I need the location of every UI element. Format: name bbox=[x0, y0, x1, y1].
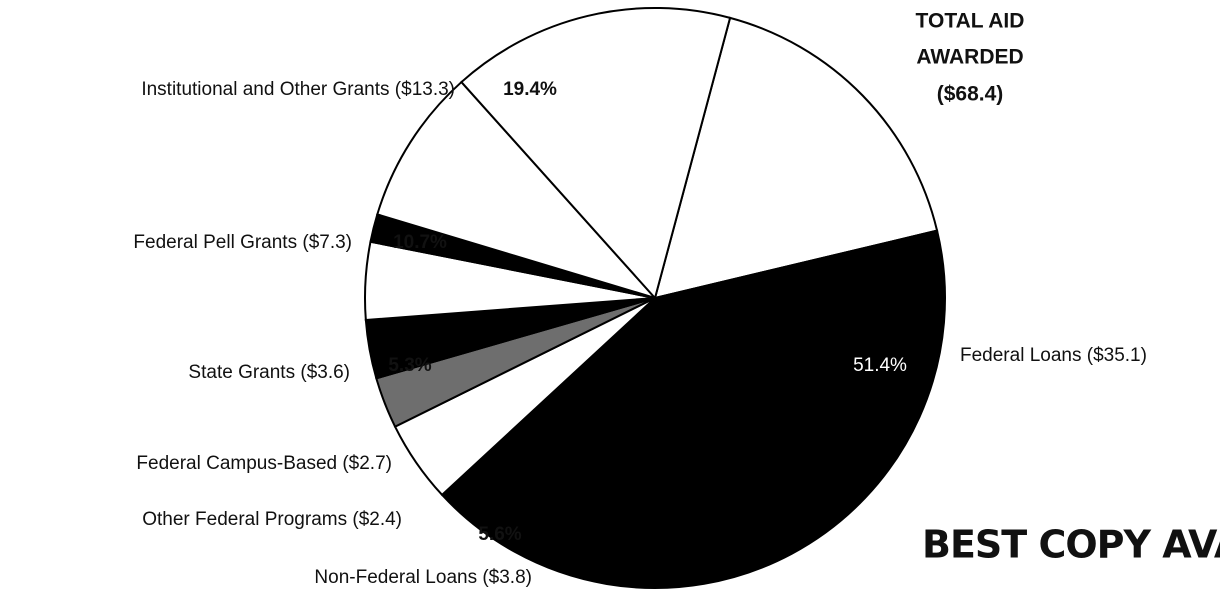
chart-title: ($68.4) bbox=[937, 83, 1004, 106]
pie-slice bbox=[460, 7, 732, 301]
pie-slice bbox=[376, 80, 659, 300]
value-label: 10.7% bbox=[393, 232, 447, 253]
slice-label: Federal Loans ($35.1) bbox=[960, 345, 1147, 366]
chart-title: AWARDED bbox=[916, 46, 1023, 69]
slice-label: Federal Pell Grants ($7.3) bbox=[133, 232, 352, 253]
value-label: 5.3% bbox=[388, 355, 431, 376]
slice-label: Non-Federal Loans ($3.8) bbox=[314, 567, 532, 588]
chart-title: TOTAL AID bbox=[916, 10, 1025, 33]
slice-label: Federal Campus-Based ($2.7) bbox=[136, 453, 392, 474]
value-label: 5.6% bbox=[478, 524, 521, 545]
slice-label: State Grants ($3.6) bbox=[188, 362, 350, 383]
slice-label: Other Federal Programs ($2.4) bbox=[142, 509, 402, 530]
slice-label: Institutional and Other Grants ($13.3) bbox=[141, 79, 455, 100]
pie-slice bbox=[653, 16, 939, 300]
value-label: 51.4% bbox=[853, 355, 907, 376]
value-label: 19.4% bbox=[503, 79, 557, 100]
pie-slice bbox=[440, 229, 946, 589]
value-label: 4.0% bbox=[410, 417, 453, 438]
stamp: BEST COPY AVAIL bbox=[922, 523, 1220, 567]
